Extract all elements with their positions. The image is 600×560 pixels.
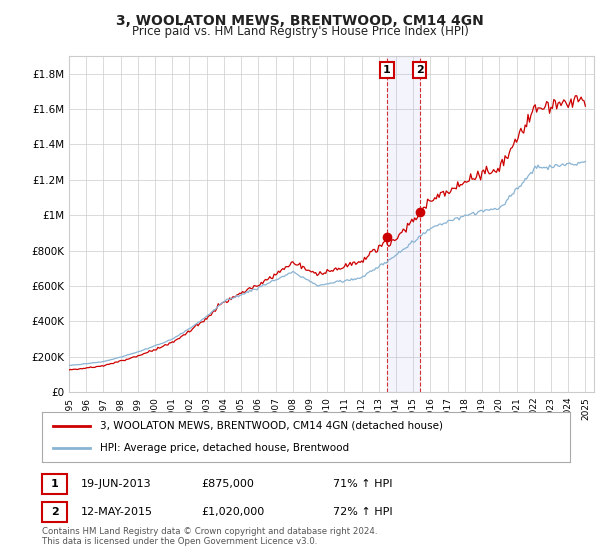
Text: 19-JUN-2013: 19-JUN-2013 [81,479,152,489]
Text: Contains HM Land Registry data © Crown copyright and database right 2024.
This d: Contains HM Land Registry data © Crown c… [42,526,377,546]
Text: 3, WOOLATON MEWS, BRENTWOOD, CM14 4GN: 3, WOOLATON MEWS, BRENTWOOD, CM14 4GN [116,14,484,28]
Text: £875,000: £875,000 [201,479,254,489]
Text: HPI: Average price, detached house, Brentwood: HPI: Average price, detached house, Bren… [100,443,349,453]
Text: 2: 2 [51,507,58,517]
Text: Price paid vs. HM Land Registry's House Price Index (HPI): Price paid vs. HM Land Registry's House … [131,25,469,38]
Text: 2: 2 [416,65,424,75]
Bar [387,56,419,392]
Text: 71% ↑ HPI: 71% ↑ HPI [333,479,392,489]
Text: 1: 1 [51,479,58,489]
Text: £1,020,000: £1,020,000 [201,507,264,517]
Text: 3, WOOLATON MEWS, BRENTWOOD, CM14 4GN (detached house): 3, WOOLATON MEWS, BRENTWOOD, CM14 4GN (d… [100,421,443,431]
Text: 12-MAY-2015: 12-MAY-2015 [81,507,153,517]
Text: 1: 1 [383,65,391,75]
Text: 72% ↑ HPI: 72% ↑ HPI [333,507,392,517]
